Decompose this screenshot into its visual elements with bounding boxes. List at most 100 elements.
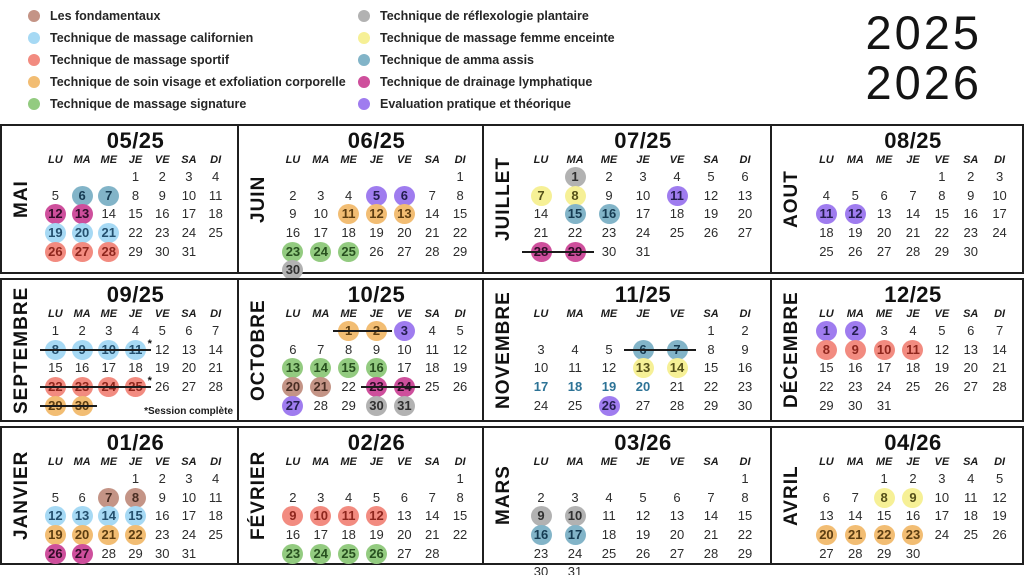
day-number: 22 (703, 379, 719, 395)
month-body: 09/25 LU MA ME JE VE SA DI 1 2 3 4 5 6 7 8 9 10 * 11 12 13 14 1… (40, 282, 229, 418)
day-number: 26 (365, 543, 387, 564)
day-number: 24 (181, 225, 197, 241)
day-number: 10 (635, 187, 651, 203)
day-cell-marked-evaluation: 5 (363, 185, 391, 206)
weekday-label: DI (739, 308, 751, 320)
month-title: 04/26 (884, 430, 942, 455)
day-number: 21 (669, 379, 685, 395)
day-number: 11 (902, 339, 924, 360)
day-number: 15 (124, 506, 146, 527)
day-cell-marked-amma: 16 (592, 204, 626, 225)
day-cell: 13 (812, 507, 841, 526)
day-cell-marked-soin: 22 (870, 525, 899, 546)
day-number: 21 (703, 527, 719, 543)
day-cell: 9 (363, 341, 391, 360)
day-number: 20 (635, 379, 651, 395)
day-cell: 18 (899, 359, 928, 378)
day-number: 2 (967, 169, 975, 185)
weekday-label: MA (312, 456, 330, 468)
day-number: 23 (154, 225, 170, 241)
day-cell: 29 (812, 396, 841, 415)
day-number: 14 (533, 206, 549, 222)
day-cell: 14 (418, 205, 446, 224)
day-cell: 10 (985, 187, 1014, 206)
day-number: 27 (181, 379, 197, 395)
day-number: 13 (963, 341, 978, 357)
day-cell: 19 (363, 526, 391, 545)
day-number: 18 (208, 508, 223, 524)
day-cell: 7 (418, 187, 446, 206)
weekday-label: JE (906, 456, 920, 468)
month-body: 07/25 LU MA ME JE VE SA DI 1 2 3 4 5 6 7 8 9 10 11 12 13 14 15… (522, 128, 762, 270)
day-cell: 10 (626, 187, 660, 206)
day-cell-marked-soin: 20 (812, 525, 841, 546)
weekday-label: VE (669, 456, 685, 468)
day-cell: 8 (446, 489, 474, 508)
day-cell: 2 (279, 187, 307, 206)
legend-color-dot-femme (358, 31, 370, 44)
day-cell-marked-reflexologie: 30 (279, 260, 307, 281)
empty-day-cell (418, 168, 446, 187)
day-cell: 1 (927, 168, 956, 187)
day-cell: 15 (812, 359, 841, 378)
day-cell-marked-reflexologie: 10 (558, 506, 592, 527)
day-number: 27 (71, 241, 93, 262)
day-cell: 17 (307, 224, 335, 243)
day-number: 24 (98, 377, 120, 398)
day-cell-marked-soin: 29 (40, 395, 71, 416)
day-number: 29 (341, 397, 356, 413)
day-cell: 12 (626, 507, 660, 526)
day-number: 5 (995, 471, 1004, 487)
day-number: 27 (397, 243, 412, 259)
day-number: 9 (967, 187, 975, 203)
empty-day-cell (524, 168, 558, 187)
day-number: 28 (703, 545, 719, 561)
day-cell: 14 (418, 507, 446, 526)
day-number: 3 (393, 321, 415, 342)
day-number: 17 (181, 508, 197, 524)
day-cell: 17 (95, 359, 122, 378)
month-name: SEPTEMBRE (11, 286, 32, 414)
day-cell: 21 (694, 526, 728, 545)
weekday-label: LU (48, 308, 63, 320)
day-number: 20 (963, 360, 978, 376)
day-cell: 21 (418, 224, 446, 243)
day-cell: 3 (626, 168, 660, 187)
day-number: 30 (154, 545, 170, 561)
day-number: 14 (666, 358, 688, 379)
day-number: 16 (74, 360, 90, 376)
weekday-label: DI (739, 456, 751, 468)
day-cell: 7 (307, 341, 335, 360)
day-number: 30 (905, 545, 921, 561)
day-cell: 26 (927, 378, 956, 397)
day-cell: 31 (176, 242, 203, 261)
day-number: 18 (128, 360, 143, 376)
month-name: JUIN (248, 175, 269, 223)
day-cell: 4 (899, 322, 928, 341)
weekday-label: MA (312, 154, 330, 166)
day-cell-marked-sportif: 10 (307, 506, 335, 527)
day-number: 6 (673, 489, 681, 505)
day-cell-marked-drainage: 12 (42, 204, 69, 225)
day-cell: 29 (927, 242, 956, 261)
day-number: 29 (737, 545, 753, 561)
day-cell: 16 (149, 507, 176, 526)
day-number: 24 (635, 225, 651, 241)
day-number: 6 (400, 489, 408, 505)
weekday-label: DI (210, 308, 222, 320)
day-number: 28 (848, 545, 863, 561)
day-number: 16 (285, 225, 301, 241)
empty-day-cell (660, 322, 694, 341)
day-number: 30 (533, 564, 549, 575)
legend-column-right: Technique de réflexologie plantaire Techn… (358, 7, 615, 112)
weekday-label: DI (994, 154, 1006, 166)
weekday-label: SA (181, 154, 197, 166)
day-number: 12 (154, 341, 170, 357)
weekday-label: ME (600, 308, 618, 320)
day-number: 22 (341, 379, 356, 395)
day-number: 8 (345, 341, 353, 357)
day-cell: 22 (812, 378, 841, 397)
weekday-label: JE (128, 308, 143, 320)
day-cell: 26 (626, 544, 660, 563)
weekday-label: VE (397, 308, 412, 320)
